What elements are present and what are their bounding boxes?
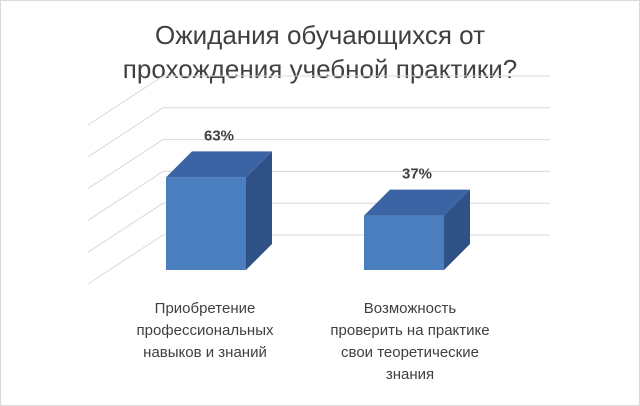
bar-side-1 [246, 151, 272, 270]
bar-side-2 [444, 189, 470, 270]
category-label-2: Возможность проверить на практике свои т… [330, 300, 490, 383]
bar-1 [166, 177, 246, 270]
gridline-side-1 [87, 202, 164, 253]
chart-title: Ожидания обучающихся от прохождения учеб… [122, 20, 518, 84]
gridline-side-0 [87, 234, 164, 285]
gridline-side-2 [87, 170, 164, 221]
bar-top-1 [166, 151, 272, 178]
data-label-1: 63% [204, 127, 234, 144]
bar-2 [364, 215, 444, 270]
gridline-side-3 [87, 139, 164, 190]
category-label-1: Приобретение профессиональных навыков и … [136, 300, 274, 361]
data-label-2: 37% [402, 166, 432, 183]
bar-top-2 [364, 189, 470, 216]
gridline-side-4 [87, 107, 164, 158]
gridline-side-5 [87, 75, 164, 126]
